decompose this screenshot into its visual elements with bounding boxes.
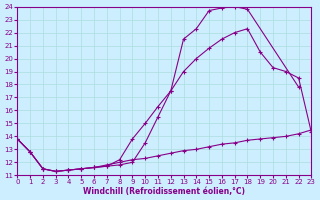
X-axis label: Windchill (Refroidissement éolien,°C): Windchill (Refroidissement éolien,°C) [84,187,245,196]
